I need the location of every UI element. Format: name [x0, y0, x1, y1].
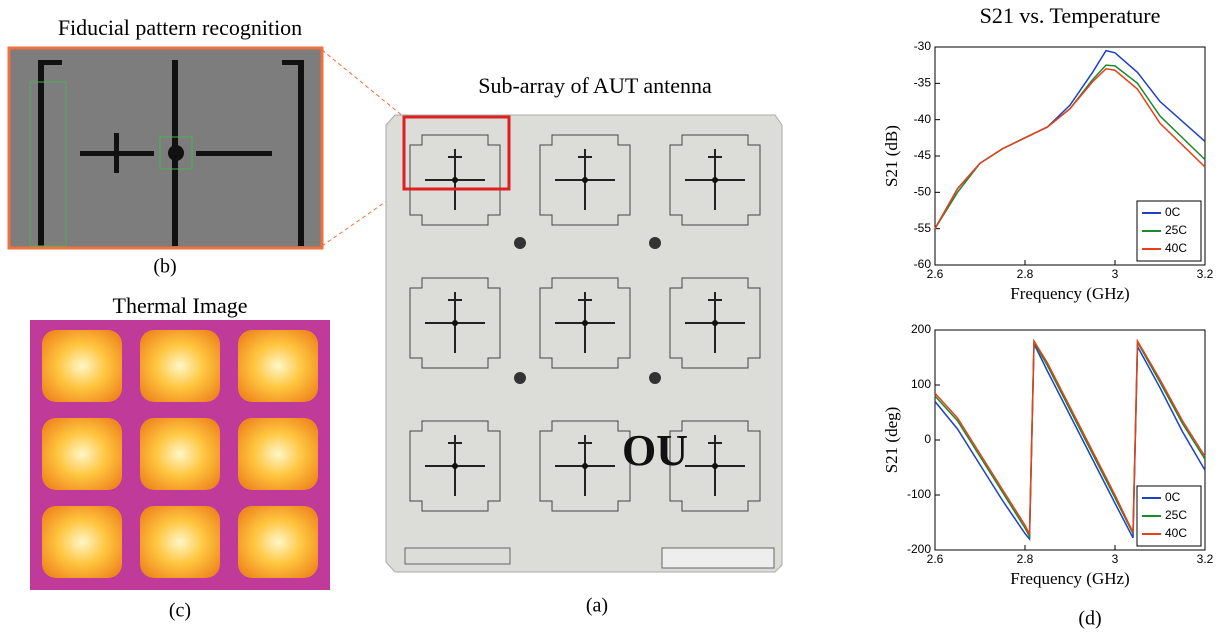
- y-tick-label: 0: [924, 432, 931, 446]
- thermal-blob: [238, 418, 318, 490]
- antenna-dot: [712, 177, 718, 183]
- thermal-blob: [238, 506, 318, 578]
- antenna-dot: [712, 463, 718, 469]
- zoom-line: [322, 50, 404, 117]
- y-axis-label: S21 (dB): [882, 125, 901, 187]
- antenna-dot: [582, 320, 588, 326]
- panel-title: Fiducial pattern recognition: [58, 15, 302, 40]
- antenna-dot: [582, 177, 588, 183]
- panel-caption: (d): [1078, 608, 1101, 630]
- legend-label: 25C: [1165, 508, 1187, 522]
- mount-hole: [514, 372, 526, 384]
- thermal-blob: [42, 330, 122, 402]
- panel-caption: (a): [586, 595, 608, 617]
- mount-hole: [514, 237, 526, 249]
- thermal-blob: [238, 330, 318, 402]
- antenna-dot: [582, 463, 588, 469]
- thermal-blob: [42, 418, 122, 490]
- y-tick-label: -40: [914, 112, 932, 126]
- panel-title: Thermal Image: [113, 293, 248, 318]
- antenna-dot: [452, 320, 458, 326]
- y-tick-label: -45: [914, 148, 932, 162]
- mount-hole: [649, 372, 661, 384]
- x-tick-label: 3.2: [1197, 552, 1214, 566]
- antenna-dot: [712, 320, 718, 326]
- label-plate: [662, 548, 774, 568]
- panel-title: Sub-array of AUT antenna: [478, 73, 712, 98]
- y-tick-label: 200: [911, 322, 931, 336]
- y-tick-label: 100: [911, 377, 931, 391]
- panel-caption: (c): [169, 600, 191, 622]
- chart-title: S21 vs. Temperature: [980, 3, 1161, 28]
- legend-label: 0C: [1165, 205, 1181, 219]
- x-tick-label: 2.8: [1017, 267, 1034, 281]
- legend-label: 40C: [1165, 526, 1187, 540]
- x-axis-label: Frequency (GHz): [1010, 284, 1129, 303]
- antenna-dot: [452, 177, 458, 183]
- thermal-blob: [140, 330, 220, 402]
- legend-label: 40C: [1165, 241, 1187, 255]
- x-tick-label: 3: [1112, 267, 1119, 281]
- y-axis-label: S21 (deg): [882, 407, 901, 474]
- figure: Fiducial pattern recognition (b) Thermal…: [0, 0, 1223, 633]
- fiducial-image: [9, 48, 322, 248]
- panel-caption: (b): [153, 256, 176, 278]
- y-tick-label: -30: [914, 39, 932, 53]
- legend-label: 25C: [1165, 223, 1187, 237]
- x-tick-label: 3.2: [1197, 267, 1214, 281]
- y-tick-label: -100: [907, 487, 931, 501]
- thermal-blobs: [42, 330, 318, 578]
- logo: OU: [622, 426, 688, 475]
- antenna-dot: [452, 463, 458, 469]
- y-tick-label: -60: [914, 257, 932, 271]
- x-axis-label: Frequency (GHz): [1010, 569, 1129, 588]
- thermal-blob: [140, 506, 220, 578]
- y-tick-label: -35: [914, 76, 932, 90]
- y-tick-label: -200: [907, 542, 931, 556]
- x-tick-label: 3: [1112, 552, 1119, 566]
- mount-hole: [649, 237, 661, 249]
- x-tick-label: 2.8: [1017, 552, 1034, 566]
- thermal-blob: [42, 506, 122, 578]
- y-tick-label: -55: [914, 221, 932, 235]
- thermal-blob: [140, 418, 220, 490]
- y-tick-label: -50: [914, 185, 932, 199]
- legend-label: 0C: [1165, 490, 1181, 504]
